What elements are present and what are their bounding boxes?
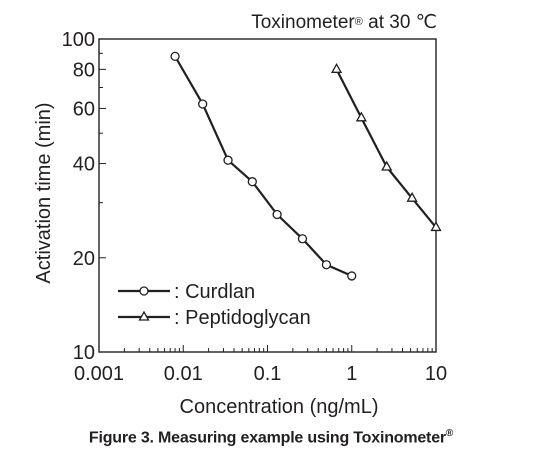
y-tick-label: 10 [73,342,95,364]
y-tick-label: 100 [62,29,95,51]
x-tick-label: 10 [425,363,447,385]
y-tick-label: 60 [73,98,95,120]
axis-tick-labels: 0.001 0.01 0.1 1 10 10 20 40 60 80 100 [62,29,448,385]
legend-marker-circle [139,286,149,296]
legend-label-curdlan: : Curdlan [174,281,255,303]
data-point-curdlan [297,234,308,244]
series-layer [170,51,442,281]
data-point-curdlan [321,260,332,270]
figure-caption: Figure 3. Measuring example using Toxino… [0,428,542,447]
caption-text: Figure 3. Measuring example using Toxino… [88,429,446,447]
legend: : Curdlan : Peptidoglycan [118,281,311,329]
data-point-peptidoglycan [381,160,393,171]
series-line-peptidoglycan [335,68,437,229]
data-point-curdlan [223,155,233,165]
data-point-curdlan [247,177,257,187]
data-point-curdlan [170,51,180,62]
legend-item-curdlan: : Curdlan [118,281,255,303]
data-point-curdlan [272,209,282,220]
legend-marker-triangle [138,310,150,321]
y-tick-label: 80 [73,59,95,81]
series-line-curdlan [174,55,353,277]
legend-label-peptidoglycan: : Peptidoglycan [174,307,311,329]
x-tick-label: 0.001 [74,363,124,385]
x-tick-label: 0.01 [164,363,203,385]
data-point-peptidoglycan [355,111,367,122]
x-tick-label: 1 [346,363,357,385]
y-axis-label: Activation time (min) [33,102,55,283]
plot-frame [98,38,437,353]
legend-item-peptidoglycan: : Peptidoglycan [118,307,311,329]
caption-mark: ® [445,428,454,439]
data-point-peptidoglycan [406,191,418,202]
chart-svg: Toxinometer® at 30 ℃ 0.001 0.01 0.1 1 10 10 20… [33,12,448,418]
y-tick-label: 40 [73,154,95,176]
data-point-peptidoglycan [430,221,442,232]
y-tick-label: 20 [73,248,95,270]
x-axis-label: Concentration (ng/mL) [180,396,379,418]
chart-title: Toxinometer® at 30 ℃ [251,12,437,33]
x-tick-label: 0.1 [254,363,282,385]
axis-ticks [98,38,433,353]
data-point-curdlan [347,271,357,281]
data-point-curdlan [198,99,208,109]
data-point-peptidoglycan [330,63,343,73]
